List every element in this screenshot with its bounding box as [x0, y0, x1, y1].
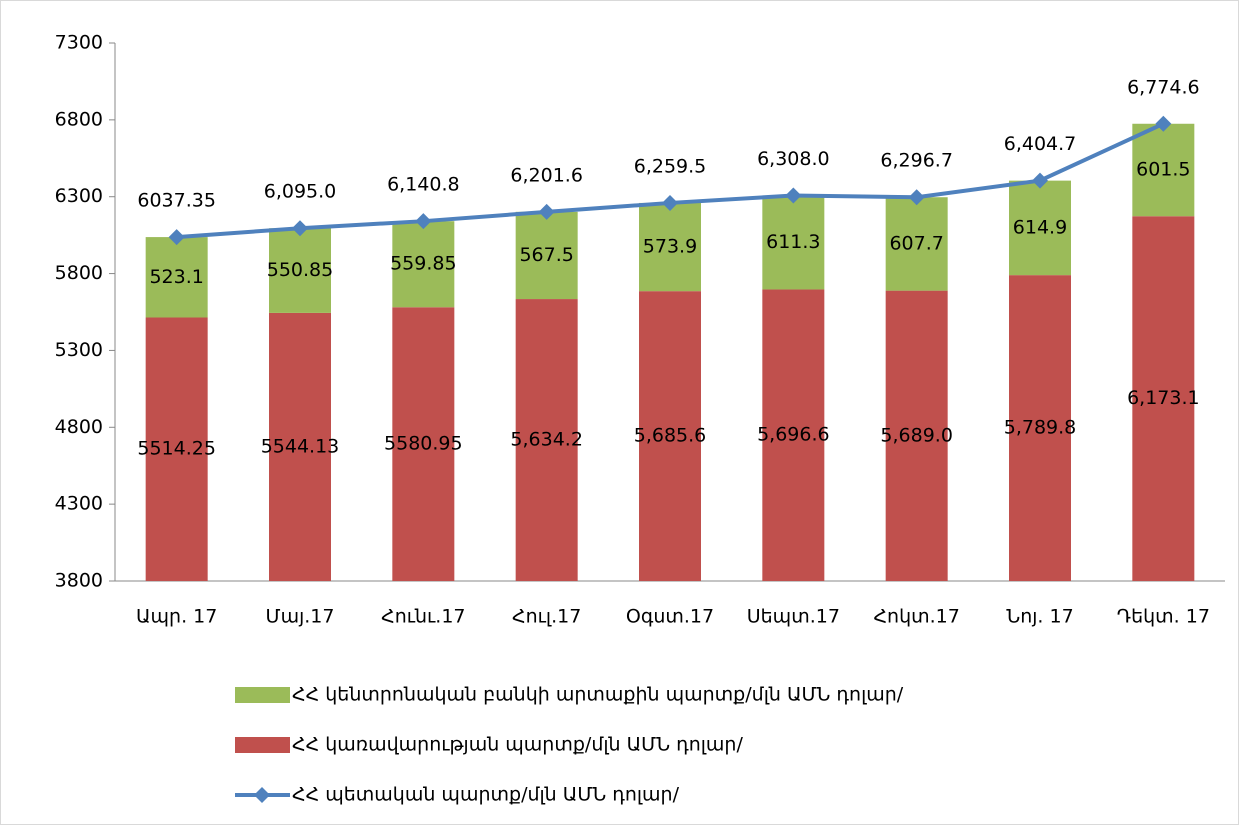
- y-tick-label: 4800: [55, 416, 103, 438]
- data-label: 567.5: [519, 244, 573, 266]
- line-marker: [538, 203, 555, 220]
- data-label: 611.3: [766, 231, 820, 253]
- data-label: 573.9: [643, 236, 697, 258]
- data-label: 6,140.8: [387, 174, 460, 196]
- y-tick-label: 5800: [55, 262, 103, 284]
- data-label: 6,173.1: [1127, 387, 1200, 409]
- legend-marker: [254, 787, 270, 803]
- x-tick-label: Մայ.17: [266, 606, 335, 628]
- legend-label: ՀՀ կառավարության պարտք/մլն ԱՄՆ դոլար/: [292, 734, 743, 756]
- legend-label: ՀՀ պետական պարտք/մլն ԱՄՆ դոլար/: [292, 784, 680, 806]
- bar: [1132, 216, 1195, 581]
- line-marker: [292, 220, 308, 237]
- bar: [145, 237, 208, 318]
- bar: [885, 290, 948, 581]
- x-tick-label: Դեկտ. 17: [1117, 606, 1210, 628]
- legend-label: ՀՀ կենտրոնական բանկի արտաքին պարտք/մլն Ա…: [292, 684, 904, 706]
- bar: [639, 202, 701, 292]
- data-label: 559.85: [390, 253, 456, 275]
- data-label: 5,689.0: [880, 424, 953, 446]
- x-tick-label: Հոկտ.17: [873, 606, 959, 628]
- bar: [1009, 180, 1071, 276]
- legend-swatch: [235, 687, 290, 703]
- data-label: 6037.35: [137, 190, 216, 212]
- line-marker: [1032, 172, 1048, 189]
- data-label: 5,685.6: [634, 425, 707, 447]
- x-tick-label: Օգստ.17: [626, 606, 714, 628]
- data-label: 523.1: [149, 266, 203, 288]
- data-label: 614.9: [1013, 216, 1067, 238]
- line-marker: [908, 189, 925, 206]
- line-marker: [168, 229, 185, 246]
- data-label: 607.7: [889, 232, 943, 254]
- x-tick-label: Հունւ.17: [381, 606, 465, 628]
- data-label: 6,308.0: [757, 148, 830, 170]
- data-label: 6,404.7: [1004, 133, 1077, 155]
- y-tick-label: 3800: [55, 570, 103, 592]
- data-label: 550.85: [267, 259, 333, 281]
- bar: [762, 195, 825, 290]
- bar: [269, 228, 331, 313]
- bar: [885, 197, 948, 291]
- data-label: 5514.25: [137, 438, 216, 460]
- data-label: 5,696.6: [757, 424, 830, 446]
- y-tick-label: 5300: [55, 339, 103, 361]
- bar: [392, 221, 455, 308]
- line-marker: [785, 187, 802, 204]
- data-label: 5,634.2: [510, 429, 583, 451]
- bar: [1132, 123, 1195, 217]
- line-marker: [662, 194, 678, 211]
- x-tick-label: Նոյ. 17: [1006, 606, 1073, 628]
- data-label: 6,296.7: [880, 150, 953, 172]
- data-label: 5544.13: [261, 435, 340, 457]
- bar: [1009, 275, 1071, 581]
- x-tick-label: Հուլ.17: [512, 606, 581, 628]
- bar: [392, 307, 455, 581]
- y-tick-label: 6300: [55, 185, 103, 207]
- data-label: 6,095.0: [264, 181, 337, 203]
- bar: [639, 291, 701, 581]
- data-label: 6,774.6: [1127, 76, 1200, 98]
- data-label: 601.5: [1136, 158, 1190, 180]
- data-label: 5,789.8: [1004, 417, 1077, 439]
- bar: [515, 211, 578, 300]
- data-label: 5580.95: [384, 433, 463, 455]
- y-tick-label: 6800: [55, 108, 103, 130]
- bar: [145, 317, 208, 581]
- y-tick-label: 7300: [55, 32, 103, 54]
- y-tick-label: 4300: [55, 493, 103, 515]
- bar: [515, 299, 578, 581]
- data-label: 6,201.6: [510, 164, 583, 186]
- line-marker: [415, 213, 432, 230]
- x-tick-label: Սեպտ.17: [747, 606, 840, 628]
- legend-swatch: [235, 737, 290, 753]
- x-tick-label: Ապր. 17: [136, 606, 217, 628]
- bar: [269, 312, 331, 581]
- line-marker: [1155, 115, 1172, 132]
- data-label: 6,259.5: [634, 155, 707, 177]
- bar: [762, 289, 825, 581]
